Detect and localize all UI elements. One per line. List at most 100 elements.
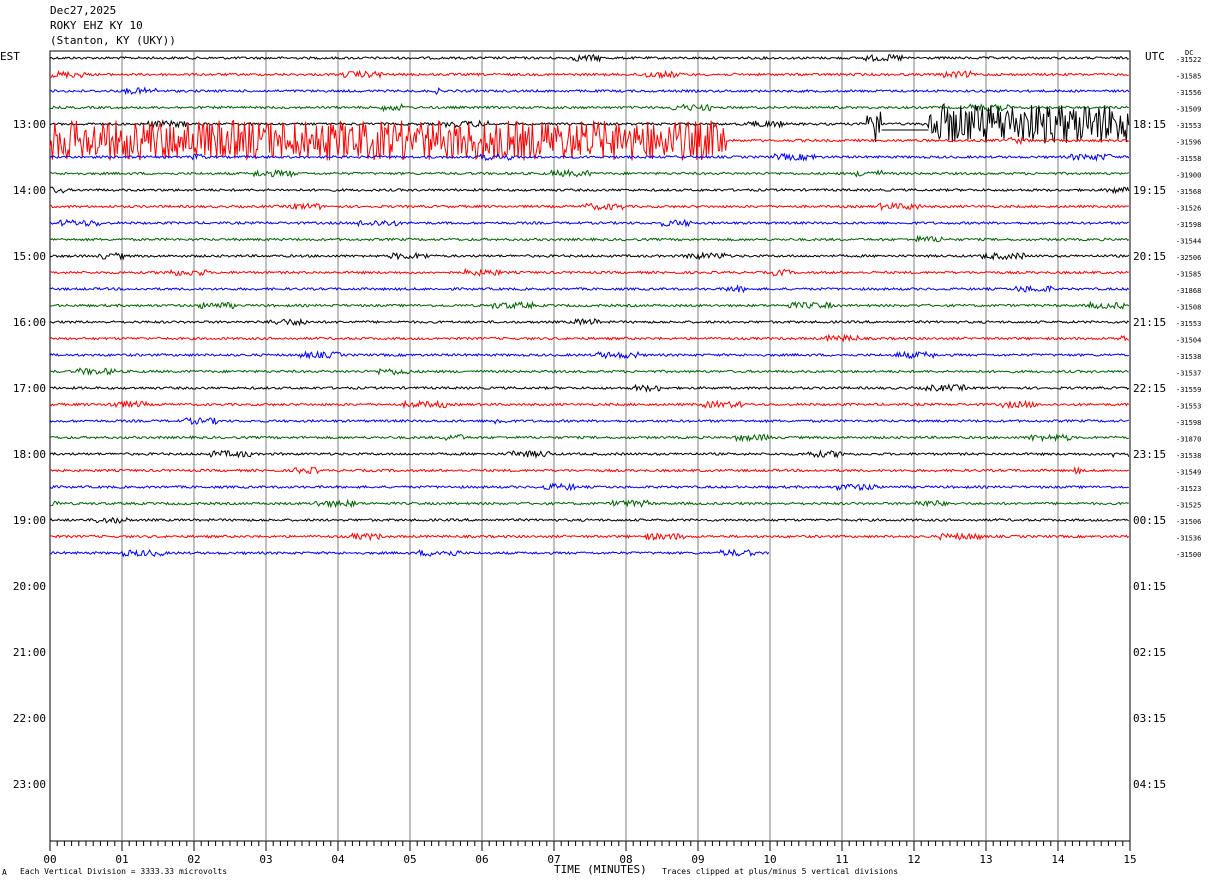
left-hour-label: 19:00: [13, 514, 46, 527]
right-hour-label: 21:15: [1133, 316, 1166, 329]
footer-mark: A: [2, 868, 7, 877]
x-tick-label: 09: [691, 853, 704, 866]
left-timezone-label: EST: [0, 50, 20, 63]
dc-offset-label: -32506: [1176, 254, 1201, 262]
clip-note: Traces clipped at plus/minus 5 vertical …: [662, 867, 899, 876]
dc-offset-label: -31538: [1176, 452, 1201, 460]
seismic-trace: [50, 531, 1130, 542]
seismic-trace: [49, 367, 1129, 376]
dc-offset-label: -31536: [1176, 535, 1201, 543]
seismic-trace: [49, 53, 1129, 63]
seismic-trace: [49, 186, 1130, 195]
left-hour-label: 18:00: [13, 448, 46, 461]
left-hour-label: 16:00: [13, 316, 46, 329]
left-hour-label: 17:00: [13, 382, 46, 395]
seismic-trace: [49, 317, 1130, 327]
right-hour-label: 22:15: [1133, 382, 1166, 395]
seismic-trace: [49, 449, 1130, 459]
dc-offset-label: -31509: [1176, 106, 1201, 114]
right-hour-label: 01:15: [1133, 580, 1166, 593]
dc-offset-label: -31523: [1176, 485, 1201, 493]
seismic-trace: [49, 152, 1130, 162]
x-axis-title: TIME (MINUTES): [554, 863, 647, 876]
seismic-trace: [49, 119, 1130, 161]
right-hour-label: 23:15: [1133, 448, 1166, 461]
dc-offset-label: -31585: [1176, 271, 1201, 279]
dc-offset-label: -31537: [1176, 370, 1201, 378]
left-hour-label: 14:00: [13, 184, 46, 197]
chart-date: Dec27,2025: [50, 4, 117, 17]
left-hour-label: 21:00: [13, 646, 46, 659]
division-note: Each Vertical Division = 3333.33 microvo…: [20, 867, 228, 876]
dc-offset-label: -31900: [1176, 172, 1201, 180]
dc-offset-label: -31508: [1176, 304, 1201, 312]
right-hour-label: 03:15: [1133, 712, 1166, 725]
dc-offset-label: -31525: [1176, 502, 1201, 510]
x-tick-label: 01: [115, 853, 128, 866]
dc-offset-label: -31558: [1176, 155, 1201, 163]
right-hour-label: 19:15: [1133, 184, 1166, 197]
seismic-trace: [49, 283, 1130, 294]
seismic-trace: [49, 69, 1129, 80]
seismic-trace: [49, 399, 1130, 410]
seismic-trace: [49, 482, 1129, 492]
dc-offset-label: -31585: [1176, 73, 1201, 81]
seismic-trace: [49, 417, 1130, 425]
seismic-trace: [49, 548, 770, 558]
right-hour-label: 18:15: [1133, 118, 1166, 131]
seismic-trace: [49, 433, 1129, 443]
right-hour-label: 20:15: [1133, 250, 1166, 263]
dc-offset-label: -31568: [1176, 188, 1201, 196]
x-tick-label: 11: [835, 853, 848, 866]
dc-offset-label: -31598: [1176, 419, 1201, 427]
x-tick-label: 03: [259, 853, 272, 866]
dc-offset-label: -31596: [1176, 139, 1201, 147]
x-tick-label: 00: [43, 853, 56, 866]
x-tick-label: 07: [547, 853, 560, 866]
seismic-trace: [49, 234, 1130, 243]
right-hour-label: 00:15: [1133, 514, 1166, 527]
seismic-trace: [49, 516, 1130, 524]
right-hour-label: 02:15: [1133, 646, 1166, 659]
x-tick-label: 14: [1051, 853, 1065, 866]
x-tick-label: 06: [475, 853, 488, 866]
x-tick-label: 15: [1123, 853, 1136, 866]
seismic-trace: [49, 465, 1129, 475]
seismic-trace: [50, 383, 1130, 393]
chart-location: (Stanton, KY (UKY)): [50, 34, 176, 47]
dc-offset-label: -31544: [1176, 238, 1201, 246]
x-tick-label: 10: [763, 853, 776, 866]
dc-label: DC: [1185, 49, 1194, 57]
seismic-trace: [49, 349, 1129, 360]
dc-offset-label: -31553: [1176, 403, 1201, 411]
x-tick-label: 05: [403, 853, 416, 866]
dc-offset-label: -31868: [1176, 287, 1201, 295]
dc-offset-label: -31553: [1176, 320, 1201, 328]
dc-offset-label: -31500: [1176, 551, 1201, 559]
seismic-trace: [49, 333, 1130, 343]
dc-offset-label: -31526: [1176, 205, 1201, 213]
seismic-trace: [49, 498, 1129, 509]
dc-offset-label: -31504: [1176, 337, 1201, 345]
right-hour-label: 04:15: [1133, 778, 1166, 791]
dc-offset-label: -31506: [1176, 518, 1201, 526]
dc-offset-label: -31538: [1176, 353, 1201, 361]
plot-frame: [49, 50, 1131, 842]
x-tick-label: 02: [187, 853, 200, 866]
seismic-trace: [49, 102, 1130, 144]
seismic-trace: [49, 218, 1129, 228]
left-hour-label: 23:00: [13, 778, 46, 791]
seismic-trace: [49, 267, 1129, 277]
x-tick-label: 04: [331, 853, 345, 866]
left-hour-label: 13:00: [13, 118, 46, 131]
seismic-trace: [49, 300, 1130, 311]
dc-offset-label: -31553: [1176, 122, 1201, 130]
seismic-trace: [49, 103, 1129, 113]
x-tick-label: 12: [907, 853, 920, 866]
dc-offset-label: -31549: [1176, 469, 1201, 477]
left-hour-label: 22:00: [13, 712, 46, 725]
chart-station: ROKY EHZ KY 10: [50, 19, 143, 32]
dc-offset-label: -31870: [1176, 436, 1201, 444]
right-timezone-label: UTC: [1145, 50, 1165, 63]
left-hour-label: 20:00: [13, 580, 46, 593]
